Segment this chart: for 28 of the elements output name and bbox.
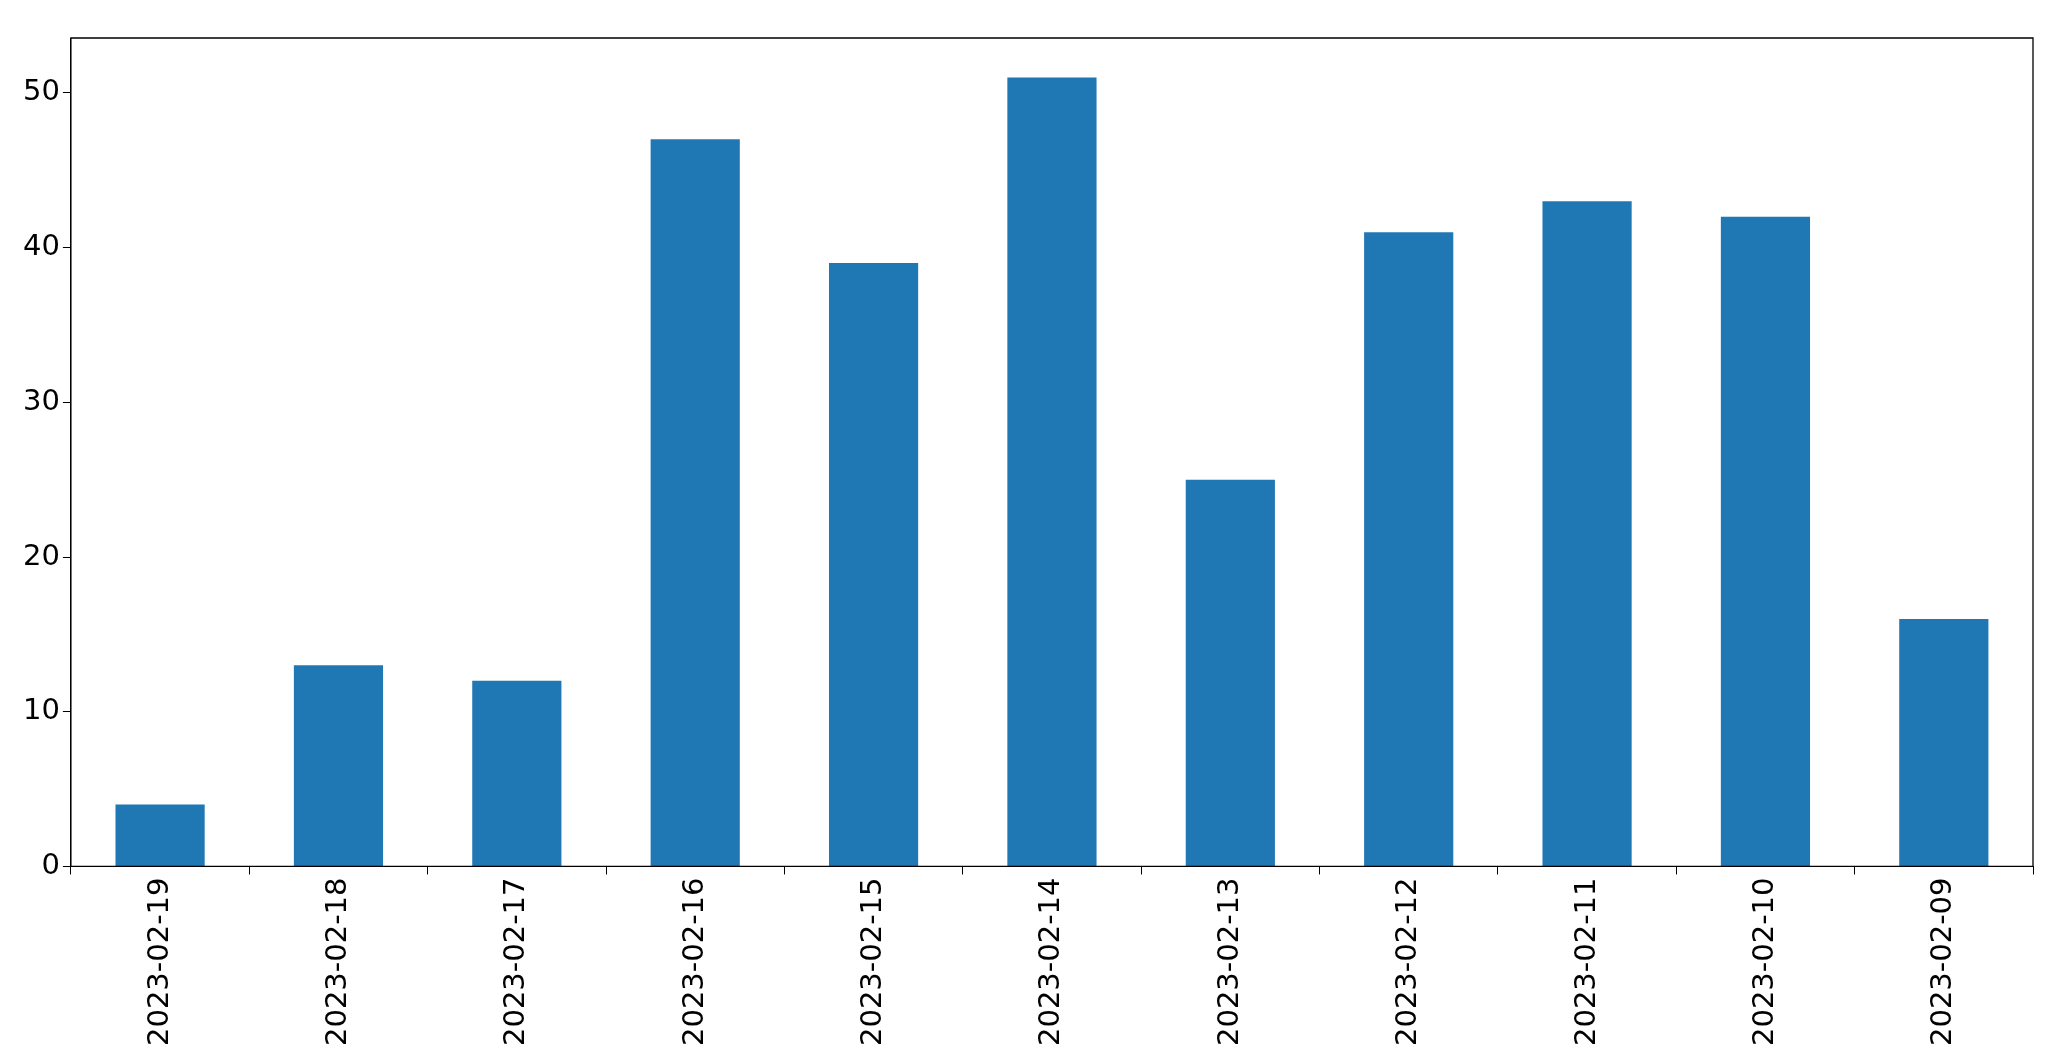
bar [1185,479,1275,866]
y-tick-label: 10 [23,692,60,727]
bar [472,680,562,866]
x-tick-label: 2023-02-16 [675,877,710,1047]
bar [1542,201,1632,866]
x-tick-label: 2023-02-17 [497,877,532,1047]
x-tick-label: 2023-02-09 [1924,877,1959,1047]
x-tick-label: 2023-02-15 [854,877,889,1047]
bar [1007,77,1097,866]
x-tick-label: 2023-02-10 [1745,877,1780,1047]
bar [828,263,919,866]
x-tick-label: 2023-02-18 [318,877,353,1047]
x-tick-label: 2023-02-11 [1567,877,1602,1047]
x-tick-label: 2023-02-13 [1210,877,1245,1047]
x-tick-label: 2023-02-14 [1032,877,1067,1047]
bar [1364,232,1454,866]
bar [650,139,740,866]
bar [293,665,384,866]
bar [115,804,205,866]
y-tick-label: 50 [23,73,60,108]
bar [1899,618,1989,866]
y-tick-label: 20 [23,537,60,572]
bar [1720,216,1811,866]
x-tick-label: 2023-02-19 [140,877,175,1047]
y-tick-label: 0 [41,847,60,881]
y-tick-label: 30 [23,382,60,417]
y-tick-label: 40 [23,228,60,263]
x-tick-label: 2023-02-12 [1389,877,1424,1047]
